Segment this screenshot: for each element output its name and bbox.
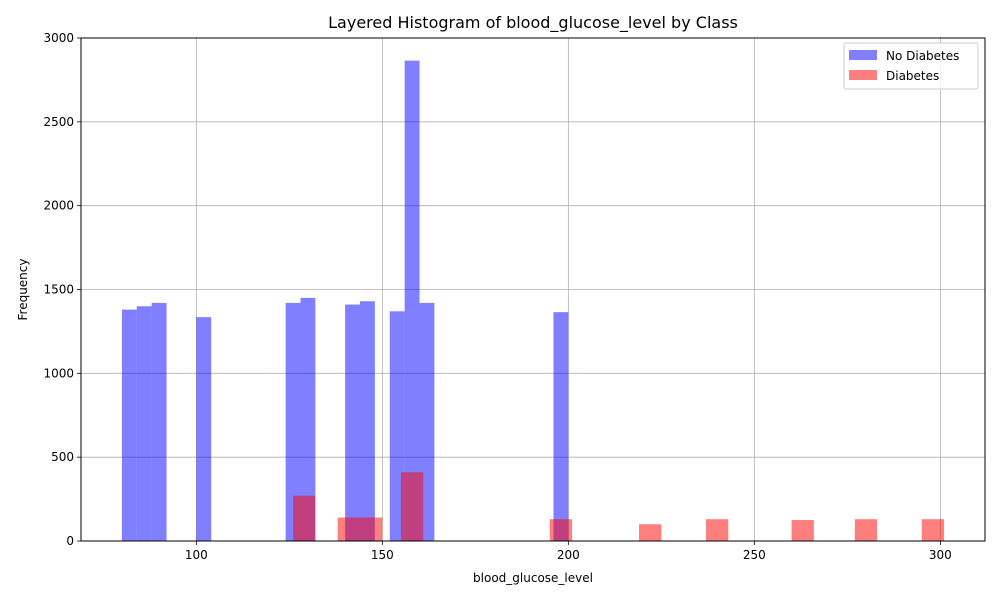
- legend: No Diabetes Diabetes: [843, 42, 979, 90]
- histogram-bar-diabetes: [293, 495, 316, 541]
- legend-swatch: [849, 70, 877, 80]
- histogram-bar-no-diabetes: [285, 302, 301, 541]
- y-tick-label: 1500: [43, 283, 74, 297]
- histogram-bar-no-diabetes: [121, 309, 137, 541]
- histogram-bar-no-diabetes: [345, 304, 361, 541]
- legend-box: [843, 42, 979, 90]
- histogram-bar-diabetes: [921, 519, 945, 541]
- histogram-bar-diabetes: [337, 517, 361, 541]
- histogram-bar-no-diabetes: [553, 312, 569, 541]
- histogram-bar-diabetes: [705, 519, 729, 541]
- y-tick-label: 0: [66, 534, 74, 548]
- histogram-bar-diabetes: [400, 472, 424, 541]
- histogram-bar-no-diabetes: [151, 302, 167, 541]
- x-tick-label: 200: [557, 548, 580, 562]
- histogram-bar-diabetes: [549, 519, 573, 541]
- histogram-bar-diabetes: [360, 517, 383, 541]
- x-tick-label: 100: [185, 548, 208, 562]
- histogram-bar-diabetes: [639, 524, 662, 541]
- x-tick-label: 250: [743, 548, 766, 562]
- histogram-bar-no-diabetes: [404, 60, 420, 541]
- histogram-bar-diabetes: [854, 519, 878, 541]
- histogram-bar-no-diabetes: [300, 297, 316, 541]
- chart-title: Layered Histogram of blood_glucose_level…: [328, 13, 738, 33]
- y-tick-label: 2500: [43, 115, 74, 129]
- grid: [81, 37, 985, 542]
- y-axis-label: Frequency: [16, 259, 30, 321]
- y-tick-label: 1000: [43, 366, 74, 380]
- y-tick-label: 500: [51, 450, 74, 464]
- x-axis-label: blood_glucose_level: [473, 571, 593, 585]
- y-tick-label: 2000: [43, 199, 74, 213]
- x-tick-label: 300: [929, 548, 952, 562]
- x-tick-label: 150: [371, 548, 394, 562]
- legend-swatch: [849, 50, 877, 60]
- y-tick-label: 3000: [43, 31, 74, 45]
- histogram-bar-no-diabetes: [360, 301, 375, 541]
- histogram-bar-diabetes: [791, 520, 814, 541]
- histogram-bar-no-diabetes: [136, 306, 152, 541]
- histogram-bar-no-diabetes: [196, 317, 212, 541]
- legend-label: Diabetes: [886, 69, 939, 83]
- legend-label: No Diabetes: [886, 49, 959, 63]
- bars: [121, 60, 945, 541]
